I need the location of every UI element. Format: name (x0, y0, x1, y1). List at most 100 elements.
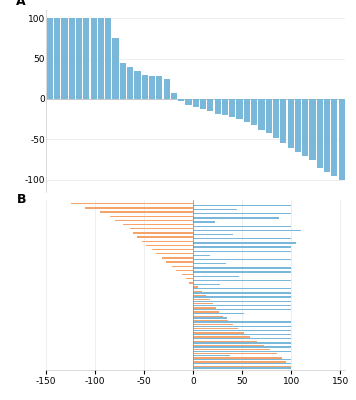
Bar (193, 359, 292, 360)
Bar (69, 18, 75, 99)
Bar (280, 99, 287, 144)
Bar (85, 207, 193, 209)
Bar (193, 350, 292, 352)
Bar (193, 250, 292, 252)
Bar (176, 270, 193, 271)
Bar (193, 346, 292, 348)
Bar (273, 99, 279, 138)
Bar (193, 284, 220, 285)
Bar (193, 336, 250, 338)
Bar (193, 330, 292, 331)
Bar (193, 334, 292, 335)
Bar (112, 38, 119, 99)
Bar (193, 362, 287, 363)
Bar (149, 76, 155, 99)
Bar (127, 67, 133, 99)
Bar (193, 349, 270, 350)
Bar (193, 299, 210, 300)
Bar (193, 353, 277, 354)
Bar (54, 18, 60, 99)
Bar (193, 366, 292, 367)
Bar (100, 212, 193, 213)
Bar (193, 303, 213, 304)
Bar (193, 242, 296, 244)
Bar (105, 18, 111, 99)
Bar (193, 286, 198, 288)
Bar (266, 99, 272, 133)
Bar (193, 313, 244, 314)
Text: A: A (16, 0, 26, 8)
Bar (193, 296, 292, 298)
Bar (193, 295, 206, 296)
Bar (193, 205, 292, 206)
Bar (98, 18, 104, 99)
Bar (193, 300, 292, 302)
Bar (193, 328, 239, 330)
Bar (193, 309, 292, 310)
Bar (193, 307, 216, 309)
Bar (309, 99, 316, 160)
Bar (244, 99, 250, 122)
Bar (193, 357, 282, 359)
Bar (193, 320, 228, 321)
Bar (163, 79, 170, 99)
Bar (134, 71, 141, 99)
Bar (193, 317, 227, 318)
Bar (258, 99, 265, 130)
Bar (193, 238, 292, 239)
Bar (193, 226, 292, 227)
Bar (331, 99, 337, 176)
Text: B: B (16, 193, 26, 206)
Bar (182, 274, 193, 275)
Bar (152, 249, 193, 250)
Bar (207, 99, 214, 111)
Bar (193, 230, 301, 231)
Bar (193, 246, 292, 248)
Bar (193, 99, 199, 107)
Bar (76, 18, 82, 99)
Bar (317, 99, 323, 168)
Bar (120, 62, 126, 99)
Bar (171, 92, 177, 99)
Bar (193, 213, 292, 214)
Bar (193, 345, 264, 346)
Bar (193, 255, 210, 256)
Bar (193, 367, 292, 368)
Bar (166, 262, 193, 263)
Bar (71, 203, 193, 204)
Bar (83, 18, 89, 99)
Bar (193, 316, 223, 317)
Bar (222, 99, 228, 115)
Bar (162, 257, 193, 259)
Bar (193, 288, 292, 289)
Bar (236, 99, 243, 119)
Bar (339, 99, 345, 180)
Bar (193, 234, 232, 235)
Bar (193, 312, 219, 313)
Bar (193, 321, 292, 323)
Bar (146, 245, 193, 246)
Bar (193, 267, 292, 268)
Bar (90, 18, 97, 99)
Bar (189, 282, 193, 284)
Bar (193, 259, 292, 260)
Bar (193, 332, 244, 334)
Bar (110, 216, 193, 217)
Bar (215, 99, 221, 114)
Bar (295, 99, 301, 152)
Bar (123, 224, 193, 225)
Bar (324, 99, 330, 172)
Bar (288, 99, 294, 148)
Bar (229, 99, 235, 117)
Bar (193, 209, 237, 210)
Bar (193, 271, 292, 273)
Bar (142, 75, 148, 99)
Bar (130, 228, 193, 230)
Bar (137, 236, 193, 238)
Bar (193, 341, 257, 342)
Bar (302, 99, 308, 156)
Bar (193, 217, 279, 218)
Bar (178, 99, 184, 102)
Bar (47, 18, 53, 99)
Bar (193, 342, 292, 344)
